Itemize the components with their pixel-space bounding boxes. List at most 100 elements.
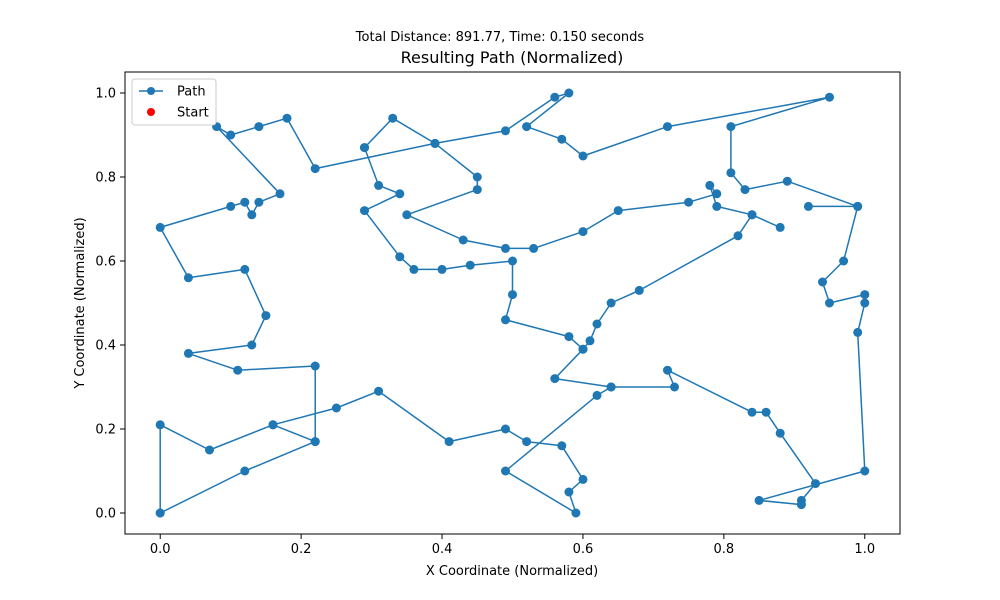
path-point bbox=[613, 206, 623, 216]
y-tick-label: 0.8 bbox=[95, 171, 116, 186]
path-point bbox=[592, 319, 602, 329]
path-point bbox=[501, 315, 510, 325]
path-point bbox=[818, 277, 827, 287]
path-point bbox=[444, 437, 454, 447]
path-point bbox=[508, 256, 517, 266]
path-point bbox=[261, 311, 271, 321]
plot-area bbox=[155, 88, 870, 518]
path-point bbox=[550, 374, 560, 384]
path-point bbox=[684, 197, 694, 207]
path-point bbox=[663, 365, 672, 375]
path-point bbox=[430, 138, 440, 148]
path-point bbox=[472, 185, 482, 195]
path-point bbox=[663, 122, 672, 132]
path-point bbox=[402, 210, 412, 220]
path-point bbox=[578, 227, 588, 237]
path-point bbox=[254, 197, 264, 207]
path-point bbox=[205, 445, 214, 455]
path-point bbox=[275, 189, 285, 199]
path-point bbox=[578, 474, 588, 484]
axes-frame bbox=[124, 71, 901, 535]
path-point bbox=[578, 344, 588, 354]
path-point bbox=[592, 390, 602, 400]
path-point bbox=[557, 441, 567, 451]
path-point bbox=[860, 298, 870, 308]
path-point bbox=[564, 88, 574, 98]
path-point bbox=[754, 495, 764, 505]
path-point bbox=[740, 185, 750, 195]
x-axis-ticks: 0.0 0.2 0.4 0.6 0.8 1.0 bbox=[150, 534, 875, 557]
path-point bbox=[712, 201, 722, 211]
path-point bbox=[501, 243, 510, 253]
path-point bbox=[360, 143, 369, 153]
path-point bbox=[550, 92, 560, 102]
path-point bbox=[529, 243, 539, 253]
path-point bbox=[310, 361, 320, 371]
x-tick-label: 0.4 bbox=[432, 542, 453, 557]
y-tick-label: 1.0 bbox=[95, 87, 116, 102]
path-point bbox=[853, 327, 863, 337]
y-axis-label: Y Coordinate (Normalized) bbox=[73, 217, 88, 389]
chart-subtitle: Total Distance: 891.77, Time: 0.150 seco… bbox=[355, 30, 645, 45]
path-point bbox=[155, 222, 165, 232]
path-point bbox=[634, 285, 644, 295]
path-point bbox=[705, 180, 715, 190]
y-tick-label: 0.6 bbox=[95, 255, 116, 270]
path-point bbox=[860, 290, 870, 300]
path-point bbox=[747, 210, 757, 220]
path-point bbox=[458, 235, 468, 245]
path-point bbox=[578, 151, 588, 161]
chart-title: Resulting Path (Normalized) bbox=[401, 48, 624, 67]
x-tick-label: 0.2 bbox=[291, 542, 312, 557]
path-point bbox=[811, 479, 820, 489]
path-point bbox=[803, 201, 813, 211]
legend-start-marker bbox=[147, 108, 155, 116]
path-point bbox=[761, 407, 771, 417]
path-point bbox=[233, 365, 243, 375]
path-point bbox=[508, 290, 517, 300]
x-tick-label: 1.0 bbox=[854, 542, 875, 557]
path-point bbox=[733, 231, 743, 241]
path-point bbox=[557, 134, 567, 144]
path-point bbox=[360, 206, 369, 216]
path-point bbox=[437, 264, 447, 274]
path-point bbox=[564, 487, 574, 497]
path-point bbox=[247, 340, 257, 350]
path-point bbox=[240, 466, 250, 476]
path-point bbox=[388, 113, 398, 123]
x-tick-label: 0.8 bbox=[714, 542, 735, 557]
path-point bbox=[409, 264, 419, 274]
path-point bbox=[183, 273, 193, 283]
legend: Path Start bbox=[131, 78, 217, 126]
path-point bbox=[310, 437, 320, 447]
path-point bbox=[585, 336, 595, 346]
path-point bbox=[522, 437, 532, 447]
y-axis-ticks: 0.0 0.2 0.4 0.6 0.8 1.0 bbox=[95, 87, 125, 522]
path-point bbox=[726, 168, 736, 178]
y-tick-label: 0.0 bbox=[95, 507, 116, 522]
path-point bbox=[226, 201, 236, 211]
path-point bbox=[726, 122, 736, 132]
path-point bbox=[247, 210, 257, 220]
path-point bbox=[501, 466, 510, 476]
path-point bbox=[564, 332, 574, 342]
x-tick-label: 0.6 bbox=[573, 542, 594, 557]
path-point bbox=[712, 189, 722, 199]
y-tick-label: 0.2 bbox=[95, 423, 116, 438]
legend-start-label: Start bbox=[177, 106, 209, 121]
path-point bbox=[839, 256, 849, 266]
path-line-closing bbox=[159, 440, 316, 514]
path-point bbox=[501, 126, 510, 136]
path-point bbox=[501, 424, 510, 434]
path-line-segment-b bbox=[363, 117, 781, 388]
path-point bbox=[331, 403, 341, 413]
path-point bbox=[240, 197, 250, 207]
path-point bbox=[796, 500, 806, 510]
path-point bbox=[606, 382, 616, 392]
path-point bbox=[282, 113, 292, 123]
legend-path-label: Path bbox=[177, 85, 206, 100]
x-axis-label: X Coordinate (Normalized) bbox=[426, 564, 598, 579]
path-point bbox=[374, 180, 384, 190]
path-point bbox=[268, 420, 278, 430]
